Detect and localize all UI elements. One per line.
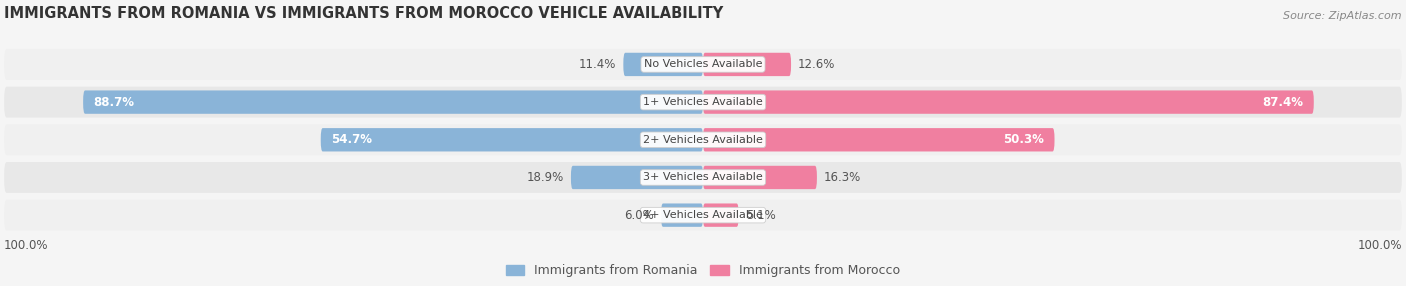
Text: 4+ Vehicles Available: 4+ Vehicles Available [643, 210, 763, 220]
Text: 100.0%: 100.0% [4, 239, 49, 251]
FancyBboxPatch shape [703, 90, 1313, 114]
FancyBboxPatch shape [703, 166, 817, 189]
Text: 88.7%: 88.7% [94, 96, 135, 109]
Text: 2+ Vehicles Available: 2+ Vehicles Available [643, 135, 763, 145]
FancyBboxPatch shape [4, 124, 1402, 155]
Text: No Vehicles Available: No Vehicles Available [644, 59, 762, 69]
Text: Source: ZipAtlas.com: Source: ZipAtlas.com [1284, 11, 1402, 21]
FancyBboxPatch shape [4, 162, 1402, 193]
FancyBboxPatch shape [4, 200, 1402, 231]
Text: 3+ Vehicles Available: 3+ Vehicles Available [643, 172, 763, 182]
Text: 1+ Vehicles Available: 1+ Vehicles Available [643, 97, 763, 107]
Text: 16.3%: 16.3% [824, 171, 860, 184]
FancyBboxPatch shape [4, 87, 1402, 118]
FancyBboxPatch shape [83, 90, 703, 114]
FancyBboxPatch shape [623, 53, 703, 76]
FancyBboxPatch shape [321, 128, 703, 152]
Legend: Immigrants from Romania, Immigrants from Morocco: Immigrants from Romania, Immigrants from… [506, 264, 900, 277]
Text: 87.4%: 87.4% [1263, 96, 1303, 109]
FancyBboxPatch shape [703, 203, 738, 227]
FancyBboxPatch shape [703, 53, 792, 76]
Text: 100.0%: 100.0% [1357, 239, 1402, 251]
FancyBboxPatch shape [661, 203, 703, 227]
FancyBboxPatch shape [703, 128, 1054, 152]
Text: 18.9%: 18.9% [527, 171, 564, 184]
Text: 50.3%: 50.3% [1002, 133, 1045, 146]
Text: 6.0%: 6.0% [624, 209, 654, 222]
Text: 54.7%: 54.7% [332, 133, 373, 146]
Text: 11.4%: 11.4% [579, 58, 616, 71]
FancyBboxPatch shape [571, 166, 703, 189]
Text: 12.6%: 12.6% [799, 58, 835, 71]
Text: IMMIGRANTS FROM ROMANIA VS IMMIGRANTS FROM MOROCCO VEHICLE AVAILABILITY: IMMIGRANTS FROM ROMANIA VS IMMIGRANTS FR… [4, 6, 724, 21]
Text: 5.1%: 5.1% [745, 209, 775, 222]
FancyBboxPatch shape [4, 49, 1402, 80]
